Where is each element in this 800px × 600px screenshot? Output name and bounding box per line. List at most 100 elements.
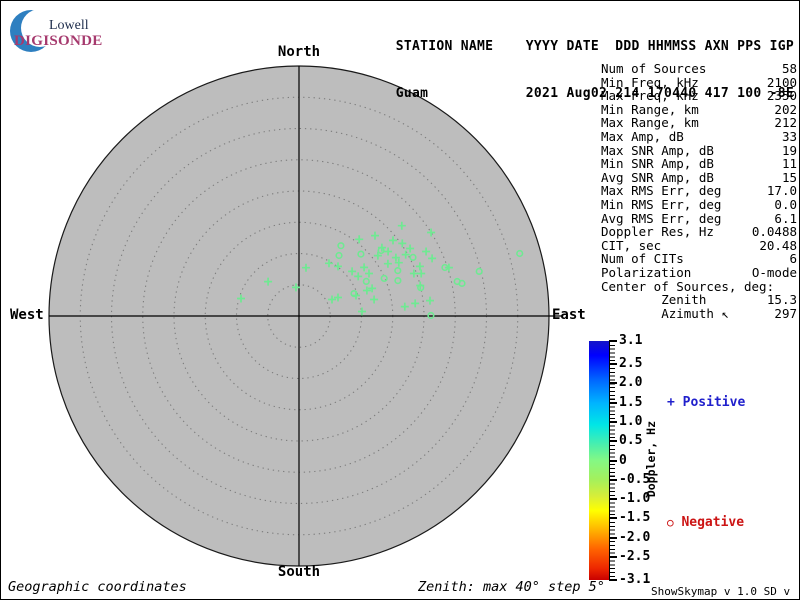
stats-value: 297 [774, 305, 797, 321]
stats-label: Avg SNR Amp, dB [601, 169, 714, 185]
compass-label-north: North [277, 44, 321, 60]
source-marker-positive [409, 269, 418, 278]
source-marker-negative [458, 279, 466, 288]
source-marker-negative [409, 253, 417, 261]
stats-label: Num of Sources [601, 61, 707, 76]
stats-label: Max RMS Err, deg [601, 183, 722, 199]
plus-marker-icon: + [667, 395, 675, 410]
stats-label: Min SNR Amp, dB [601, 156, 714, 172]
stats-value: 0.0 [774, 196, 797, 212]
stats-row: Polarization O-mode [601, 266, 797, 280]
stats-value: 15 [781, 169, 797, 185]
legend-positive: + Positive [667, 395, 745, 410]
source-marker-negative [394, 277, 402, 285]
stats-value: 15.3 [766, 292, 797, 308]
colorbar-tick-label: -1.0 [619, 491, 651, 507]
source-marker-negative [427, 311, 435, 320]
stats-label: Num of CITs [601, 251, 684, 267]
stats-value: O-mode [751, 264, 797, 280]
stats-value: 6 [789, 251, 797, 267]
colorbar-major-tick [609, 536, 617, 539]
colorbar-tick-label: 0.5 [619, 433, 643, 449]
source-marker-positive [264, 277, 273, 286]
logo-digisonde-text: DIGISONDE [14, 33, 103, 49]
stats-row: Max RMS Err, deg 17.0 [601, 184, 797, 198]
source-marker-negative [441, 263, 449, 272]
stats-label: Max SNR Amp, dB [601, 142, 714, 158]
stats-value: 17.0 [766, 183, 797, 199]
source-marker-positive [360, 263, 369, 272]
source-marker-positive [368, 284, 377, 293]
stats-row: Avg RMS Err, deg 6.1 [601, 211, 797, 226]
stats-label: Min Range, km [601, 101, 699, 117]
legend-negative: ○ Negative [667, 515, 744, 530]
stats-row: Doppler Res, Hz 0.0488 [601, 225, 797, 239]
colorbar-major-tick [609, 579, 617, 581]
stats-value: 19 [781, 142, 797, 158]
stats-row: Max Range, km 212 [601, 116, 797, 130]
stats-value: 58 [781, 61, 797, 76]
footer-coordinates-note: Geographic coordinates [8, 579, 187, 595]
colorbar-major-tick [609, 340, 617, 342]
legend-positive-label: Positive [682, 395, 746, 410]
stats-label: Max Amp, dB [601, 128, 684, 144]
colorbar-tick-label: -1.5 [619, 510, 651, 526]
stats-value: 2350 [766, 88, 797, 104]
source-marker-negative [380, 274, 388, 283]
source-marker-positive [334, 293, 342, 302]
stats-row: Max SNR Amp, dB 19 [601, 142, 797, 158]
stats-row: Num of Sources 58 [601, 62, 797, 76]
stats-label: Zenith [601, 292, 707, 308]
source-marker-positive [401, 250, 410, 259]
compass-label-west: West [10, 307, 44, 323]
source-marker-positive [411, 299, 420, 308]
stats-row: Max Freq, kHz 2350 [601, 89, 797, 103]
source-marker-positive [355, 235, 364, 244]
source-marker-negative [417, 284, 425, 292]
colorbar-tick-label: 1.0 [619, 413, 643, 429]
source-marker-positive [398, 239, 407, 248]
stats-value: 11 [781, 156, 797, 172]
circle-marker-icon: ○ [667, 516, 674, 529]
source-marker-positive [428, 254, 437, 263]
colorbar-major-tick [609, 440, 617, 443]
colorbar-tick-label: 3.1 [619, 333, 643, 348]
stats-label: Center of Sources, deg: [601, 278, 775, 294]
header-station-values: Guam 2021 Aug02 214 170440 417 100 -8E [395, 85, 794, 101]
compass-label-south: South [277, 564, 321, 580]
source-marker-positive [384, 247, 393, 256]
colorbar-tick-label: -2.5 [619, 548, 651, 564]
source-marker-positive [397, 221, 406, 230]
stats-row: CIT, sec 20.48 [601, 239, 797, 253]
colorbar-tick-label: -3.1 [619, 572, 651, 587]
colorbar-major-tick [609, 517, 617, 520]
stats-value: 212 [774, 115, 797, 131]
stats-label: Polarization [601, 264, 692, 280]
source-marker-positive [391, 253, 400, 262]
stats-row: Center of Sources, deg: [601, 278, 797, 294]
colorbar-tick-label: 0 [619, 452, 627, 468]
colorbar-major-tick [609, 478, 617, 481]
source-marker-positive [302, 263, 310, 272]
source-marker-positive [415, 262, 424, 271]
colorbar-major-tick [609, 459, 617, 462]
stats-label: Max Range, km [601, 115, 699, 131]
source-marker-positive [426, 296, 434, 305]
footer-zenith-scale-note: Zenith: max 40° step 5° [418, 579, 605, 595]
source-marker-positive [348, 267, 357, 276]
source-marker-positive [370, 295, 379, 304]
doppler-colorbar [589, 341, 609, 580]
source-marker-positive [365, 269, 373, 278]
legend-negative-label: Negative [681, 515, 745, 530]
colorbar-tick-label: -0.5 [619, 471, 651, 487]
logo: Lowell DIGISONDE [9, 6, 104, 56]
stats-row: Min Freq, kHz 2100 [601, 75, 797, 90]
source-marker-negative [335, 251, 343, 260]
stats-row: Azimuth ↖ 297 [601, 307, 797, 321]
stats-row: Zenith 15.3 [601, 293, 797, 307]
source-marker-positive [422, 247, 431, 256]
colorbar-tick-label: 2.0 [619, 375, 643, 391]
colorbar-axis-title: Doppler, Hz [644, 421, 658, 498]
source-marker-positive [354, 272, 363, 281]
